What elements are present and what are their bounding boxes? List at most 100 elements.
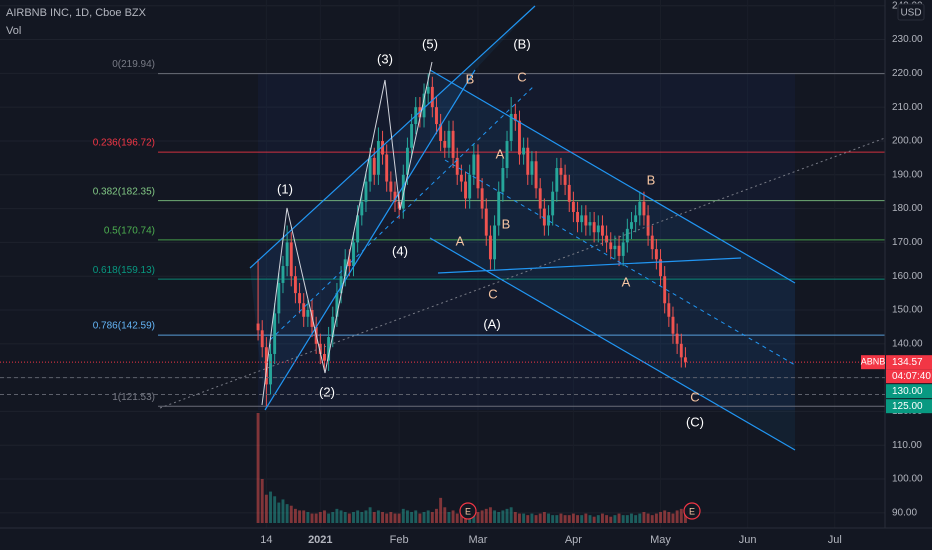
candle-body	[683, 357, 687, 363]
candle-body	[376, 140, 380, 175]
channel-mid	[444, 159, 796, 366]
volume-bar	[356, 510, 360, 523]
volume-bar	[256, 413, 260, 523]
wave-label: (3)	[377, 51, 393, 66]
volume-bar	[630, 513, 633, 523]
volume-bar	[621, 515, 625, 523]
volume-bar	[613, 515, 617, 523]
candle-body	[352, 242, 355, 267]
volume-bar	[347, 513, 351, 523]
volume-bar	[410, 512, 414, 523]
volume-bar	[538, 513, 542, 523]
candle-body	[563, 174, 567, 185]
volume-bar	[592, 516, 596, 523]
chart-title: AIRBNB INC, 1D, Cboe BZX	[6, 7, 147, 19]
earnings-marker	[459, 502, 477, 520]
level-badge	[886, 399, 932, 414]
volume-bar	[505, 508, 509, 523]
x-tick-label: Mar	[468, 534, 487, 546]
volume-bar	[302, 510, 306, 523]
wave-label: (B)	[513, 36, 530, 51]
candle-body	[451, 130, 455, 158]
volume-bar	[381, 512, 384, 523]
candle-body	[347, 259, 351, 267]
candle-body	[675, 333, 679, 344]
volume-bar	[642, 512, 646, 523]
volume-bar	[576, 515, 580, 523]
volume-bar	[372, 512, 376, 523]
candle-body	[368, 157, 372, 182]
candle-body	[468, 174, 472, 199]
candle-body	[356, 215, 360, 243]
volume-bar	[663, 510, 667, 523]
candle-body	[679, 343, 683, 358]
wave-path	[261, 61, 433, 406]
wave-label: C	[517, 69, 526, 84]
volume-bar	[414, 510, 418, 523]
y-tick-label: 180.00	[892, 203, 923, 214]
level-label: 130.00	[892, 386, 923, 397]
volume-bar	[488, 507, 492, 523]
x-tick-label: Jun	[739, 534, 757, 546]
candle-body	[588, 222, 592, 226]
candle-body	[405, 147, 409, 175]
currency-box[interactable]	[897, 3, 925, 21]
earnings-marker	[683, 502, 701, 520]
candle-body	[273, 313, 277, 354]
candle-body	[567, 184, 571, 202]
fib-label: 0.382(182.35)	[93, 186, 155, 197]
earnings-label: E	[465, 506, 471, 516]
volume-bar	[683, 512, 687, 523]
volume-bar	[580, 515, 584, 523]
x-tick-label: May	[650, 534, 671, 546]
volume-bar	[634, 515, 638, 523]
candle-body	[576, 211, 580, 223]
volume-bar	[451, 510, 455, 523]
candle-body	[642, 201, 646, 216]
fib-zone	[258, 73, 795, 410]
candle-body	[493, 225, 497, 260]
volume-bar	[567, 515, 571, 523]
candle-body	[327, 337, 331, 361]
candle-body	[318, 343, 322, 354]
symbol-badge	[861, 355, 885, 370]
countdown: 04:07:40	[892, 371, 931, 382]
volume-bar	[401, 508, 405, 523]
candle-body	[555, 168, 559, 192]
volume-bar	[426, 510, 430, 523]
candle-body	[559, 168, 563, 175]
currency[interactable]: USD	[900, 8, 921, 19]
volume-bar	[260, 479, 264, 523]
candle-body	[306, 310, 310, 317]
volume-bar	[522, 513, 526, 523]
volume-bar	[397, 513, 401, 523]
volume-bar	[285, 504, 289, 523]
volume-bar	[654, 513, 658, 523]
volume-bar	[547, 513, 550, 523]
volume-bar	[318, 512, 322, 523]
volume-bar	[667, 512, 671, 523]
candle-body	[360, 201, 364, 216]
volume-bar	[335, 508, 339, 523]
volume-bar	[596, 515, 600, 523]
price-badge	[886, 355, 932, 370]
candle-body	[401, 174, 405, 209]
candle-body	[584, 215, 588, 226]
candle-body	[592, 222, 596, 233]
volume	[256, 413, 687, 523]
candle-body	[289, 242, 293, 277]
volume-bar	[509, 507, 513, 523]
candle-body	[534, 161, 538, 189]
y-tick-label: 110.00	[892, 440, 922, 451]
volume-bar	[264, 494, 268, 523]
y-tick-label: 90.00	[892, 507, 917, 518]
candle-body	[426, 86, 430, 94]
candle-body	[625, 228, 629, 243]
candle-body	[671, 316, 675, 334]
candle-body	[476, 154, 480, 189]
candle-body	[281, 266, 285, 283]
candle-body	[285, 242, 289, 267]
candle-body	[480, 188, 484, 209]
symbol: ABNB	[861, 357, 886, 367]
channel-line	[429, 237, 796, 451]
